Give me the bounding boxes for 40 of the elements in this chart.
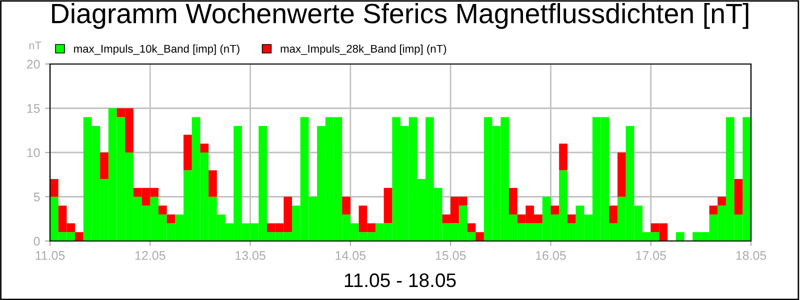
bar [476,232,484,241]
chart-title: Diagramm Wochenwerte Sferics Magnetflussdichten [nT] [52,3,748,29]
legend-label: max_Impuls_28k_Band [imp] (nT) [280,44,446,55]
bar [609,206,618,224]
bar [734,179,743,214]
bar [617,152,626,197]
bar [184,134,192,170]
bar [709,206,718,214]
x-tick-label: 15.05 [436,251,466,260]
bar [75,232,84,241]
x-tick-label: 12.05 [135,251,166,260]
x-tick-label: 16.05 [536,251,566,260]
x-tick-label: 11.05 [36,251,65,260]
bar [508,188,518,214]
bar [567,214,576,224]
bar [166,214,176,224]
bar [718,196,726,206]
bar [550,206,560,214]
bar [342,196,350,214]
bar [100,152,108,180]
y-tick-label: 20 [27,60,40,69]
bar [208,170,217,197]
bar [467,223,476,232]
y-tick-label: 10 [27,148,40,158]
x-tick-label: 18.05 [736,251,766,260]
x-axis-title: 11.05 - 18.05 [344,273,456,288]
x-tick-label: 14.05 [336,251,366,260]
bar [158,206,167,214]
x-tick-label: 13.05 [236,251,266,260]
y-tick-label: 0 [34,236,40,246]
x-tick-label: 17.05 [636,251,666,260]
legend-label: max_Impuls_10k_Band [imp] (nT) [74,44,240,55]
y-axis-title: nT [29,42,42,50]
bar [559,144,568,170]
y-tick-label: 5 [34,192,40,202]
y-tick-label: 15 [27,104,40,113]
bar [50,179,58,197]
bar [200,144,209,152]
bar [676,232,684,241]
bar [384,188,392,224]
